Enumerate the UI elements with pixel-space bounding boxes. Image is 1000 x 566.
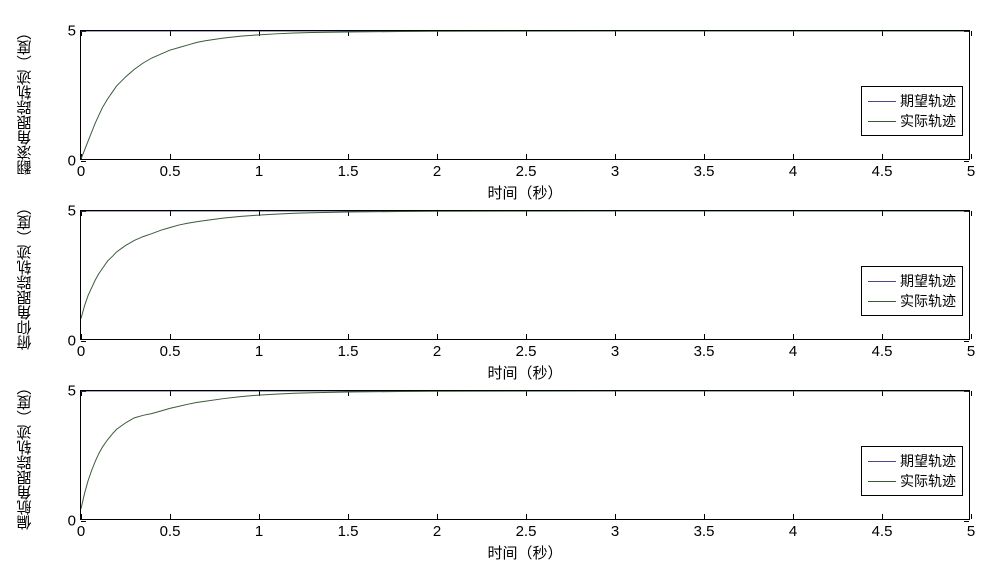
xlabel-roll: 时间（秒）	[80, 182, 970, 203]
legend-color-line	[868, 481, 896, 482]
xtick-label: 4	[789, 523, 797, 540]
tracking-figure: 翻滚角跟踪轨迹（度） 00.511.522.533.544.5505期望轨迹实际…	[0, 0, 1000, 566]
xtick-label: 3	[611, 523, 619, 540]
xtick-label: 1	[255, 343, 263, 360]
series-line	[81, 211, 969, 319]
xtick-label: 1.5	[338, 523, 359, 540]
xtick-label: 4.5	[872, 163, 893, 180]
xtick-label: 3.5	[694, 163, 715, 180]
xtick-label: 1	[255, 523, 263, 540]
ytick-label: 5	[41, 383, 81, 400]
legend-label: 期望轨迹	[900, 271, 956, 291]
legend-color-line	[868, 461, 896, 462]
xtick-label: 1	[255, 163, 263, 180]
legend-row: 实际轨迹	[868, 291, 956, 311]
xtick-label: 4	[789, 163, 797, 180]
legend-row: 期望轨迹	[868, 91, 956, 111]
panel-yaw: 00.511.522.533.544.5505期望轨迹实际轨迹	[80, 390, 970, 520]
chart-svg	[81, 211, 969, 339]
legend-color-line	[868, 301, 896, 302]
legend-row: 期望轨迹	[868, 271, 956, 291]
series-line	[81, 31, 969, 159]
chart-svg	[81, 391, 969, 519]
xtick-label: 1.5	[338, 343, 359, 360]
ytick-label: 0	[41, 153, 81, 170]
series-line	[81, 391, 969, 509]
legend-label: 实际轨迹	[900, 111, 956, 131]
legend-row: 期望轨迹	[868, 451, 956, 471]
xtick-label: 2	[433, 163, 441, 180]
panel-roll: 00.511.522.533.544.5505期望轨迹实际轨迹	[80, 30, 970, 160]
ylabel-yaw: 偏航角跟踪轨迹（度）	[10, 355, 40, 555]
ytick-label: 0	[41, 513, 81, 530]
legend-color-line	[868, 281, 896, 282]
xtick-label: 4	[789, 343, 797, 360]
xtick-label: 3	[611, 343, 619, 360]
xlabel-yaw: 时间（秒）	[80, 542, 970, 563]
ylabel-pitch: 俯仰角跟踪轨迹（度）	[10, 175, 40, 375]
legend-color-line	[868, 121, 896, 122]
xtick-label: 3	[611, 163, 619, 180]
ytick-label: 0	[41, 333, 81, 350]
legend-label: 实际轨迹	[900, 291, 956, 311]
legend-color-line	[868, 101, 896, 102]
xtick-label: 5	[967, 343, 975, 360]
legend-label: 期望轨迹	[900, 451, 956, 471]
xtick-label: 0.5	[160, 163, 181, 180]
xtick-label: 2.5	[516, 343, 537, 360]
xtick-label: 2.5	[516, 163, 537, 180]
xtick-label: 4.5	[872, 343, 893, 360]
xtick-label: 4.5	[872, 523, 893, 540]
xlabel-pitch: 时间（秒）	[80, 362, 970, 383]
xtick-label: 2	[433, 523, 441, 540]
xtick-label: 1.5	[338, 163, 359, 180]
ytick-label: 5	[41, 203, 81, 220]
xtick-label: 5	[967, 523, 975, 540]
legend: 期望轨迹实际轨迹	[861, 446, 963, 496]
legend-label: 期望轨迹	[900, 91, 956, 111]
ylabel-roll: 翻滚角跟踪轨迹（度）	[10, 0, 40, 200]
xtick-label: 2	[433, 343, 441, 360]
xtick-label: 5	[967, 163, 975, 180]
legend-row: 实际轨迹	[868, 111, 956, 131]
xtick-label: 2.5	[516, 523, 537, 540]
ytick-label: 5	[41, 23, 81, 40]
legend: 期望轨迹实际轨迹	[861, 266, 963, 316]
panel-pitch: 00.511.522.533.544.5505期望轨迹实际轨迹	[80, 210, 970, 340]
legend-row: 实际轨迹	[868, 471, 956, 491]
legend-label: 实际轨迹	[900, 471, 956, 491]
xtick-label: 3.5	[694, 523, 715, 540]
xtick-label: 0.5	[160, 523, 181, 540]
chart-svg	[81, 31, 969, 159]
xtick-label: 3.5	[694, 343, 715, 360]
xtick-label: 0.5	[160, 343, 181, 360]
legend: 期望轨迹实际轨迹	[861, 86, 963, 136]
